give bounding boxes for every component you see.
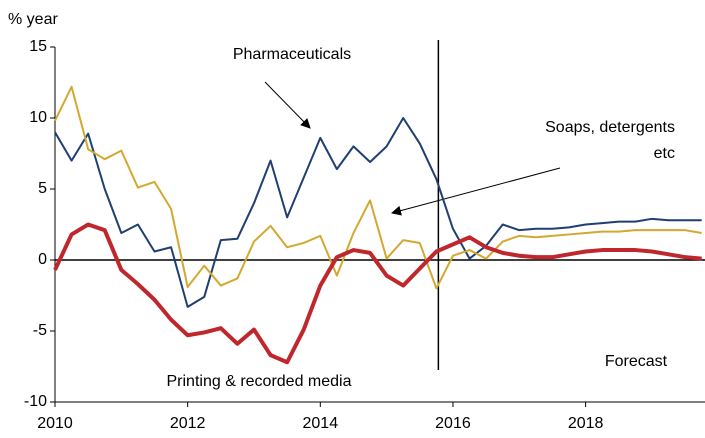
series-line [53,222,702,365]
series-line [54,117,702,308]
y-tick-label: 5 [38,180,47,197]
arrow [264,81,311,129]
y-tick-label: -10 [24,393,47,410]
y-tick-label: 15 [29,38,47,55]
y-tick-label: 0 [38,251,47,268]
y-tick-label: 10 [29,109,47,126]
y-axis-label: % year [8,11,58,28]
x-tick-label: 2016 [435,415,471,432]
y-tick-label: -5 [33,322,47,339]
series-label: Soaps, detergents etc [545,119,675,162]
x-tick-label: 2012 [170,415,206,432]
x-tick-label: 2014 [303,415,339,432]
annotation: Forecast [605,353,668,370]
series-label-box: Soaps, detergents etc [545,119,675,162]
x-tick-label: 2010 [37,415,73,432]
series-line [54,85,702,290]
series-label: Printing & recorded media [167,373,352,390]
x-tick-label: 2018 [568,415,604,432]
series-label: Pharmaceuticals [233,46,351,63]
arrow [391,167,561,216]
